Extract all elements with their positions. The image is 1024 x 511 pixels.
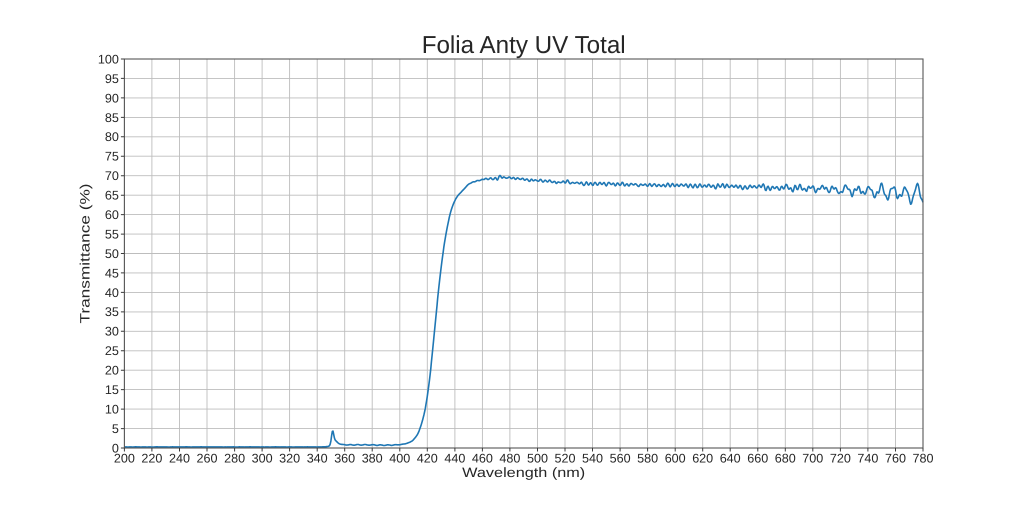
svg-text:260: 260	[197, 451, 218, 465]
svg-text:760: 760	[885, 451, 906, 465]
svg-text:220: 220	[141, 451, 162, 465]
svg-text:30: 30	[105, 325, 119, 339]
svg-text:Folia Anty UV Total: Folia Anty UV Total	[422, 32, 626, 59]
svg-text:280: 280	[224, 451, 245, 465]
svg-text:85: 85	[105, 111, 119, 125]
svg-text:70: 70	[105, 169, 119, 183]
svg-text:380: 380	[362, 451, 383, 465]
svg-text:55: 55	[105, 228, 119, 242]
svg-text:45: 45	[105, 266, 119, 280]
svg-text:700: 700	[802, 451, 823, 465]
svg-text:25: 25	[105, 344, 119, 358]
svg-text:340: 340	[307, 451, 328, 465]
svg-text:Transmittance (%): Transmittance (%)	[78, 184, 93, 324]
svg-text:740: 740	[857, 451, 878, 465]
svg-text:600: 600	[665, 451, 686, 465]
svg-text:Wavelength (nm): Wavelength (nm)	[462, 465, 585, 480]
svg-text:420: 420	[417, 451, 438, 465]
svg-text:5: 5	[112, 422, 119, 436]
svg-text:780: 780	[913, 451, 934, 465]
svg-text:240: 240	[169, 451, 190, 465]
svg-text:560: 560	[610, 451, 631, 465]
svg-text:200: 200	[114, 451, 135, 465]
svg-text:80: 80	[105, 130, 119, 144]
svg-text:500: 500	[527, 451, 548, 465]
svg-text:40: 40	[105, 286, 119, 300]
svg-text:320: 320	[279, 451, 300, 465]
svg-text:10: 10	[105, 403, 119, 417]
svg-text:75: 75	[105, 150, 119, 164]
svg-text:95: 95	[105, 72, 119, 86]
svg-text:440: 440	[444, 451, 465, 465]
svg-text:640: 640	[720, 451, 741, 465]
svg-text:480: 480	[499, 451, 520, 465]
svg-text:50: 50	[105, 247, 119, 261]
svg-text:60: 60	[105, 208, 119, 222]
svg-text:65: 65	[105, 189, 119, 203]
svg-text:20: 20	[105, 364, 119, 378]
svg-text:15: 15	[105, 383, 119, 397]
svg-text:460: 460	[472, 451, 493, 465]
svg-text:360: 360	[334, 451, 355, 465]
svg-text:540: 540	[582, 451, 603, 465]
svg-text:90: 90	[105, 91, 119, 105]
svg-text:520: 520	[555, 451, 576, 465]
svg-text:0: 0	[112, 441, 119, 455]
svg-text:720: 720	[830, 451, 851, 465]
svg-text:400: 400	[389, 451, 410, 465]
svg-text:580: 580	[637, 451, 658, 465]
svg-text:680: 680	[775, 451, 796, 465]
svg-text:620: 620	[692, 451, 713, 465]
svg-text:35: 35	[105, 305, 119, 319]
svg-text:100: 100	[98, 52, 119, 66]
svg-text:660: 660	[747, 451, 768, 465]
svg-text:300: 300	[252, 451, 273, 465]
